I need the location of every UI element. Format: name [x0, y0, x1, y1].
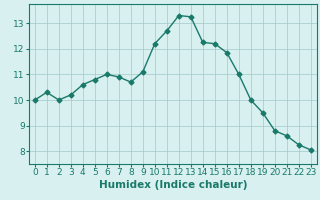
X-axis label: Humidex (Indice chaleur): Humidex (Indice chaleur) [99, 180, 247, 190]
